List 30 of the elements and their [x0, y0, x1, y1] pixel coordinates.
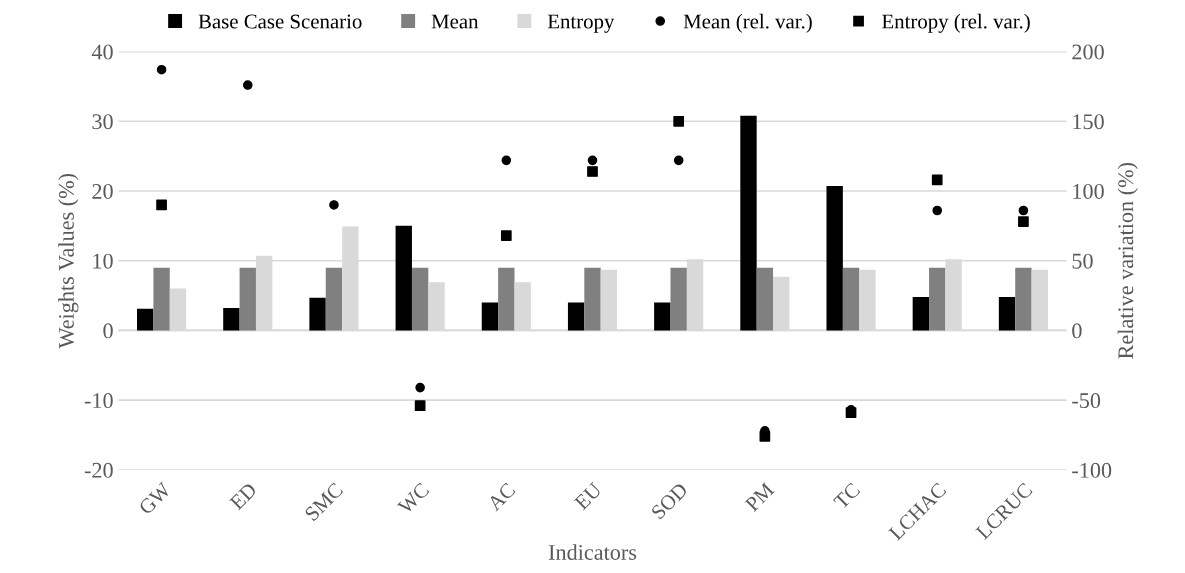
- y-tick-label: -20: [84, 462, 113, 478]
- y2-tick-label: 200: [1072, 44, 1104, 60]
- y2-tick-label: -100: [1072, 462, 1112, 478]
- x-tick-label: GW: [138, 481, 173, 516]
- y-tick-label: 40: [91, 44, 113, 60]
- y2-tick-label: 50: [1072, 253, 1093, 269]
- y-tick-label: 20: [92, 183, 113, 199]
- y-tick-label: 10: [93, 253, 113, 269]
- x-tick-label: EU: [573, 481, 603, 511]
- legend-label: Entropy: [547, 14, 615, 33]
- y2-tick-label: 150: [1073, 114, 1104, 130]
- x-tick-label: PM: [744, 481, 775, 513]
- y2-tick-label: -50: [1072, 393, 1101, 409]
- y2-axis-title: Relative variation (%): [1117, 162, 1138, 359]
- y-tick-label: 0: [103, 323, 113, 339]
- y2-tick-label: 0: [1072, 323, 1082, 339]
- legend-label: Entropy (rel. var.): [882, 13, 1030, 33]
- y-axis-title: Weights Values (%): [58, 173, 79, 349]
- x-tick-label: WC: [396, 482, 430, 516]
- legend-label: Base Case Scenario: [198, 14, 362, 29]
- x-axis-title: Indicators: [548, 544, 637, 560]
- legend-label: Mean: [431, 14, 479, 29]
- y-tick-label: -10: [84, 393, 113, 409]
- y-tick-label: 30: [92, 114, 113, 130]
- x-tick-label: ED: [229, 482, 258, 511]
- x-tick-label: AC: [486, 482, 516, 512]
- x-tick-label: SOD: [650, 482, 689, 520]
- x-tick-label: TC: [832, 482, 861, 510]
- legend-label: Mean (rel. var.): [683, 13, 812, 33]
- y2-tick-label: 100: [1073, 183, 1104, 199]
